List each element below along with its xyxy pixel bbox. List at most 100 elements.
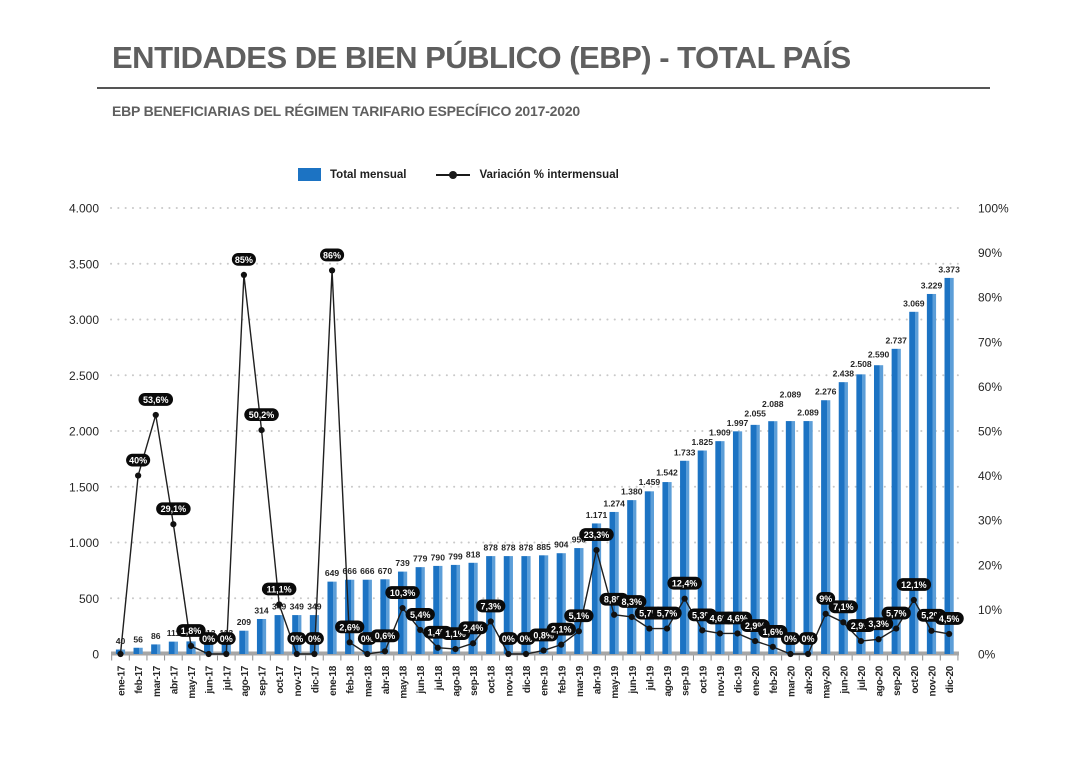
line-point-mar-19[interactable]: [575, 628, 582, 635]
line-point-dic-17[interactable]: [311, 650, 318, 658]
bar-abr-17[interactable]: [168, 641, 178, 654]
bar-ago-17[interactable]: [239, 630, 249, 654]
line-point-may-18[interactable]: [399, 604, 406, 612]
bar-abr-20[interactable]: [803, 421, 813, 654]
line-point-may-17[interactable]: [187, 642, 195, 650]
line-point-ene-17[interactable]: [117, 650, 124, 658]
line-point-ago-18[interactable]: [452, 645, 459, 653]
line-point-nov-18[interactable]: [505, 650, 512, 658]
bar-may-20[interactable]: [821, 400, 831, 654]
bar-ago-18[interactable]: [450, 564, 461, 654]
bar-sep-20[interactable]: [891, 348, 901, 654]
line-point-jun-17[interactable]: [205, 650, 212, 658]
line-point-abr-20[interactable]: [804, 650, 812, 658]
bar-mar-17[interactable]: [151, 644, 161, 654]
line-point-dic-18[interactable]: [522, 650, 530, 658]
line-point-mar-17[interactable]: [152, 411, 159, 419]
line-point-dic-19[interactable]: [734, 630, 741, 637]
bar-ene-20[interactable]: [750, 424, 760, 654]
line-point-oct-17[interactable]: [276, 601, 283, 608]
line-point-abr-18[interactable]: [381, 648, 389, 655]
line-point-jun-20[interactable]: [840, 619, 847, 626]
line-point-jun-18[interactable]: [417, 626, 424, 634]
bar-jul-18[interactable]: [433, 565, 443, 654]
bar-sep-17[interactable]: [256, 618, 267, 654]
line-point-feb-17[interactable]: [135, 472, 142, 479]
bar-may-18[interactable]: [397, 571, 408, 654]
bar-sep-18[interactable]: [468, 562, 478, 654]
bar-nov-20[interactable]: [926, 293, 937, 654]
page-subtitle: EBP BENEFICIARIAS DEL RÉGIMEN TARIFARIO …: [112, 103, 580, 119]
line-point-oct-20[interactable]: [910, 596, 917, 604]
bar-value-label: 3.069: [903, 298, 925, 308]
line-point-oct-19[interactable]: [699, 627, 706, 634]
bar-dic-20[interactable]: [944, 277, 954, 654]
variation-label-text: 4,5%: [939, 614, 960, 624]
line-point-ago-19[interactable]: [663, 625, 671, 632]
line-point-nov-17[interactable]: [293, 650, 300, 658]
bar-jul-20[interactable]: [856, 374, 866, 654]
bar-ene-18[interactable]: [327, 581, 337, 654]
bar-ene-19[interactable]: [539, 555, 549, 654]
bar-feb-17[interactable]: [133, 647, 143, 654]
line-point-abr-17[interactable]: [170, 521, 177, 528]
bar-value-label: 2.737: [885, 335, 907, 345]
bar-mar-20[interactable]: [785, 421, 796, 654]
line-point-ene-19[interactable]: [540, 647, 547, 654]
line-point-ago-20[interactable]: [875, 636, 882, 643]
variation-label-text: 12,4%: [672, 579, 698, 589]
bar-abr-18[interactable]: [380, 579, 390, 654]
bar-dic-19[interactable]: [732, 431, 743, 654]
line-point-sep-19[interactable]: [681, 595, 688, 602]
bar-jul-19[interactable]: [644, 491, 654, 654]
bar-nov-18[interactable]: [503, 556, 513, 654]
bar-feb-19[interactable]: [556, 553, 566, 654]
bar-feb-20[interactable]: [768, 421, 778, 654]
bar-nov-19[interactable]: [715, 441, 725, 654]
bar-jun-19[interactable]: [627, 500, 637, 654]
line-point-jul-18[interactable]: [434, 644, 441, 651]
x-axis-label-sep-20: sep-20: [892, 665, 903, 696]
line-point-mar-18[interactable]: [364, 650, 371, 658]
legend-item-variacion[interactable]: Variación % intermensual: [436, 168, 619, 181]
line-point-nov-19[interactable]: [716, 630, 724, 637]
line-point-feb-18[interactable]: [346, 639, 353, 646]
bar-ago-20[interactable]: [873, 365, 884, 654]
bar-may-19[interactable]: [609, 511, 619, 654]
line-point-feb-20[interactable]: [769, 643, 776, 650]
line-point-may-20[interactable]: [822, 610, 829, 617]
line-point-ene-18[interactable]: [328, 267, 336, 274]
bar-feb-18[interactable]: [345, 579, 355, 654]
line-point-sep-18[interactable]: [470, 640, 477, 647]
bar-value-label: 56: [133, 634, 143, 644]
bar-value-label: 2.276: [815, 387, 837, 397]
bar-mar-18[interactable]: [362, 579, 372, 654]
bar-dic-18[interactable]: [521, 556, 531, 654]
line-point-jul-17[interactable]: [223, 650, 230, 658]
bar-oct-19[interactable]: [697, 450, 707, 654]
legend-item-total-mensual[interactable]: Total mensual: [298, 168, 406, 181]
line-point-nov-20[interactable]: [928, 627, 935, 634]
bar-oct-20[interactable]: [909, 311, 919, 654]
bar-mar-19[interactable]: [574, 548, 584, 654]
line-point-ago-17[interactable]: [240, 271, 248, 278]
bar-jun-17[interactable]: [204, 641, 214, 654]
line-point-mar-20[interactable]: [787, 650, 794, 658]
line-point-may-19[interactable]: [611, 611, 618, 618]
line-point-jun-19[interactable]: [628, 613, 635, 621]
line-point-feb-19[interactable]: [558, 641, 565, 648]
line-point-oct-18[interactable]: [487, 618, 494, 625]
line-point-dic-20[interactable]: [946, 630, 953, 638]
line-point-sep-20[interactable]: [893, 625, 900, 632]
bar-sep-19[interactable]: [680, 460, 690, 654]
bar-jun-20[interactable]: [838, 382, 848, 654]
line-point-ene-20[interactable]: [752, 637, 759, 645]
bar-oct-17[interactable]: [274, 615, 284, 654]
line-point-jul-19[interactable]: [646, 625, 653, 632]
bar-value-label: 349: [307, 602, 322, 612]
bar-ago-19[interactable]: [662, 482, 672, 654]
bar-abr-19[interactable]: [591, 523, 602, 654]
line-point-jul-20[interactable]: [857, 637, 865, 645]
line-point-sep-17[interactable]: [258, 427, 265, 434]
line-point-abr-19[interactable]: [593, 546, 600, 554]
